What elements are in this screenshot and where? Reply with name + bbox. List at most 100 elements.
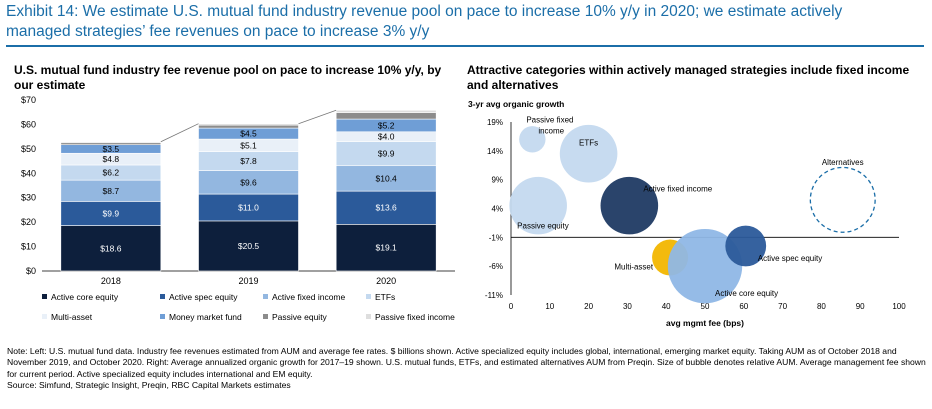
x-tick-label: 60 (739, 302, 748, 311)
bar-segment (60, 225, 162, 272)
bubble (809, 166, 876, 233)
legend-label: Active fixed income (272, 292, 345, 302)
bar-data-label: $6.2 (103, 168, 120, 178)
bar-segment (335, 190, 437, 225)
legend-label: Passive equity (272, 312, 328, 322)
bubble-label: Active fixed income (643, 185, 712, 194)
exhibit-title: Exhibit 14: We estimate U.S. mutual fund… (6, 3, 843, 40)
x-category-label: 2020 (376, 276, 396, 286)
x-tick-label: 80 (817, 302, 826, 311)
connector-line (160, 123, 199, 143)
legend-label: Multi-asset (51, 312, 93, 322)
bar-data-label: $9.9 (378, 149, 395, 159)
legend-swatch (160, 314, 165, 319)
y-tick-label: 14% (487, 147, 503, 156)
bubble (559, 124, 618, 183)
bar-data-label: $18.6 (100, 243, 122, 253)
bubble (509, 176, 567, 235)
y-tick-label: $20 (21, 217, 36, 227)
y-axis-title: 3-yr avg organic growth (468, 99, 564, 109)
bubble-label: Multi-asset (614, 263, 653, 272)
bar-segment (60, 141, 162, 144)
bubble (519, 126, 546, 153)
bar-data-label: $5.2 (378, 120, 395, 130)
legend-label: Money market fund (169, 312, 242, 322)
bar-data-label: $8.7 (103, 186, 120, 196)
legend-label: Active core equity (51, 292, 119, 302)
y-tick-label: $70 (21, 95, 36, 105)
bar-data-label: $4.5 (240, 129, 257, 139)
bar-data-label: $3.5 (103, 144, 120, 154)
bubble-label: Passive fixed income (526, 115, 573, 135)
footnote-note: Note: Left: U.S. mutual fund data. Indus… (7, 346, 926, 379)
x-category-label: 2018 (101, 276, 121, 286)
bar-data-label: $13.6 (376, 203, 398, 213)
connector-line (298, 109, 337, 125)
bar-data-label: $5.1 (240, 140, 257, 150)
bubble-label: ETFs (579, 139, 598, 148)
legend-swatch (263, 294, 268, 299)
y-tick-label: $60 (21, 119, 36, 129)
right-chart-title: Attractive categories within actively ma… (467, 63, 910, 92)
x-tick-label: 70 (778, 302, 787, 311)
bar-segment (335, 112, 437, 120)
bubble (725, 225, 767, 267)
bubble-label: Passive equity (517, 222, 569, 231)
x-tick-label: 50 (701, 302, 710, 311)
legend-swatch (42, 294, 47, 299)
y-tick-label: $10 (21, 242, 36, 252)
bar-data-label: $20.5 (238, 241, 260, 251)
bar-data-label: $4.8 (103, 154, 120, 164)
legend-label: Active spec equity (169, 292, 238, 302)
footnote: Note: Left: U.S. mutual fund data. Indus… (7, 346, 927, 392)
bubble-chart: 3-yr avg organic growth 19% 14% 9% 4% -1% -6% -… (468, 99, 906, 328)
bar-segment (335, 224, 437, 272)
bar-segment (335, 165, 437, 192)
y-tick-label: 9% (491, 176, 503, 185)
bubble-label: Active spec equity (758, 254, 822, 263)
bar-data-label: $9.6 (240, 177, 257, 187)
legend-swatch (263, 314, 268, 319)
y-tick-label: -11% (485, 291, 503, 300)
y-tick-label: 4% (491, 205, 503, 214)
x-tick-label: 100 (892, 302, 906, 311)
legend-swatch (42, 314, 47, 319)
bubble (667, 228, 743, 304)
y-tick-label: -1% (489, 233, 503, 242)
bar-data-label: $10.4 (376, 173, 398, 183)
y-tick-label: $50 (21, 144, 36, 154)
x-category-label: 2019 (238, 276, 258, 286)
legend-swatch (366, 314, 371, 319)
legend-label: Passive fixed income (375, 312, 455, 322)
left-chart-title: U.S. mutual fund industry fee revenue po… (14, 63, 442, 92)
bubble (600, 176, 659, 235)
bubble-label: Alternatives (822, 158, 864, 167)
bar-segment (198, 123, 299, 126)
bar-data-label: $7.8 (240, 156, 257, 166)
bar-segment (335, 141, 437, 167)
y-tick-label: $0 (26, 266, 36, 276)
bar-segment (60, 201, 162, 226)
bubble-label: Active core equity (715, 289, 778, 298)
stacked-bar-chart: $0 $10 $20 $30 $40 $50 $60 $70 $18.6 $9.9 $8.7 $6.2… (21, 95, 455, 322)
bar-segment (335, 109, 437, 114)
x-tick-label: 30 (623, 302, 632, 311)
legend-swatch (160, 294, 165, 299)
bar-data-label: $9.9 (103, 208, 120, 218)
bar-segment (198, 124, 299, 129)
y-tick-label: 19% (487, 118, 503, 127)
bar-data-label: $19.1 (376, 243, 398, 253)
legend-label: ETFs (375, 292, 395, 302)
x-tick-label: 90 (856, 302, 865, 311)
y-tick-label: $40 (21, 168, 36, 178)
footnote-source: Source: Simfund, Strategic Insight, Preq… (7, 380, 291, 391)
x-tick-label: 40 (662, 302, 671, 311)
y-tick-label: -6% (489, 262, 503, 271)
x-axis-title: avg mgmt fee (bps) (666, 318, 744, 328)
title-divider (6, 45, 924, 47)
x-tick-label: 0 (509, 302, 514, 311)
bar-data-label: $4.0 (378, 132, 395, 142)
legend-swatch (366, 294, 371, 299)
bar-data-label: $11.0 (238, 202, 259, 212)
y-tick-label: $30 (21, 193, 36, 203)
